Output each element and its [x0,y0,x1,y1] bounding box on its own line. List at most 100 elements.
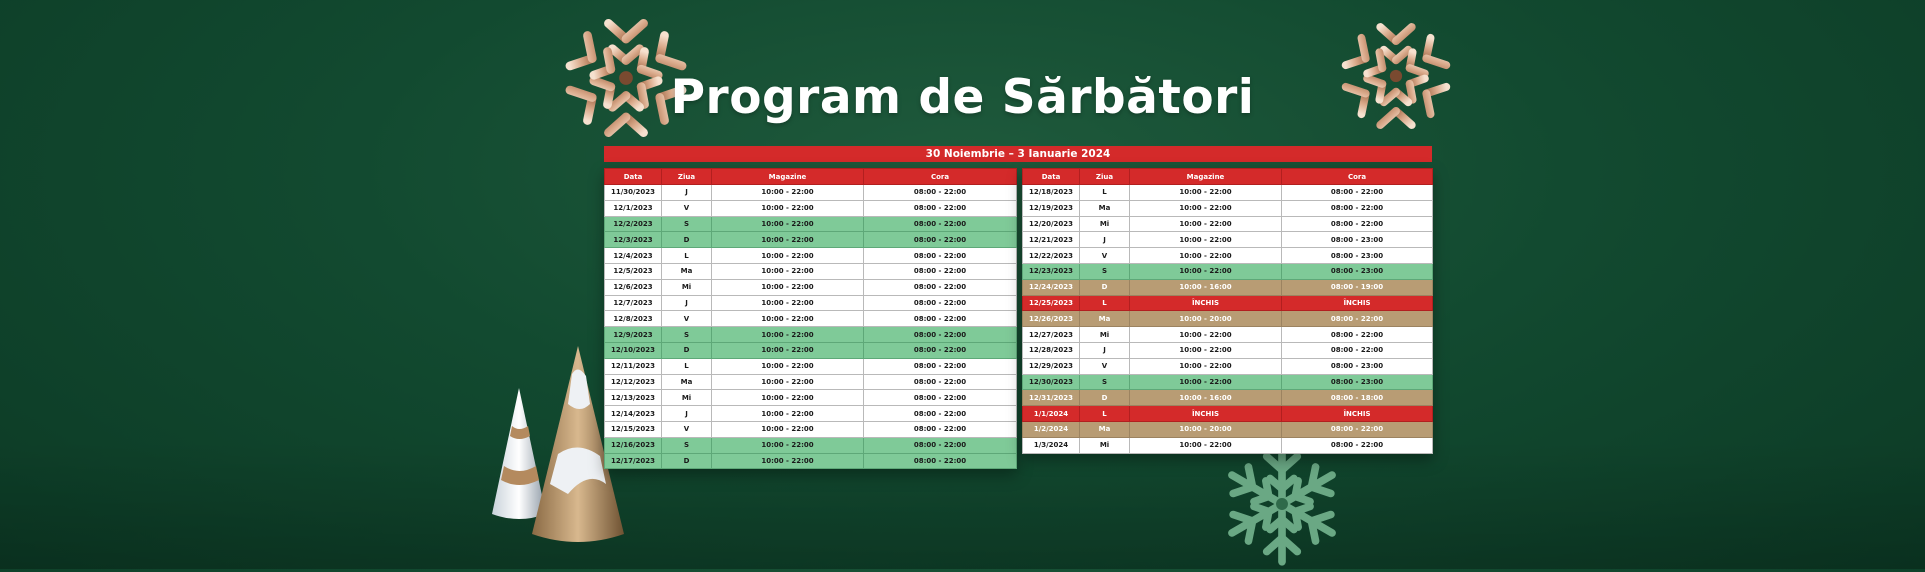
cell-day: V [661,420,712,438]
cell-day: Mi [661,389,712,407]
cell-day: J [661,294,712,312]
cell-date: 1/3/2024 [1022,436,1080,454]
table-row: 1/1/2024 L ÎNCHIS ÎNCHIS [1022,405,1433,422]
cell-magazine-hours: 10:00 - 22:00 [1129,357,1282,375]
cell-day: S [1079,262,1130,280]
cell-magazine-hours: 10:00 - 20:00 [1129,420,1282,438]
table-row: 12/26/2023 Ma 10:00 - 20:00 08:00 - 22:00 [1022,310,1433,328]
cell-cora-hours: 08:00 - 22:00 [863,420,1017,438]
cell-day: D [661,341,712,359]
cell-cora-hours: 08:00 - 23:00 [1281,373,1433,391]
schedule-table-right: Data Ziua Magazine Cora 12/18/2023 L 10:00… [1022,168,1433,454]
cell-date: 12/21/2023 [1022,231,1080,249]
cell-day: Mi [661,278,712,296]
table-row: 12/16/2023 S 10:00 - 22:00 08:00 - 22:00 [604,436,1017,454]
cell-day: S [1079,373,1130,391]
table-row: 12/13/2023 Mi 10:00 - 22:00 08:00 - 22:00 [604,389,1017,407]
cell-cora-hours: 08:00 - 22:00 [1281,184,1433,201]
cell-date: 12/20/2023 [1022,215,1080,233]
cell-magazine-hours: 10:00 - 22:00 [711,247,864,264]
cell-magazine-hours: 10:00 - 22:00 [1129,247,1282,264]
column-header-ziua: Ziua [1079,168,1130,185]
cell-cora-hours: 08:00 - 22:00 [863,231,1017,249]
cell-magazine-hours: 10:00 - 16:00 [1129,278,1282,296]
cell-magazine-hours: 10:00 - 22:00 [711,294,864,312]
cell-day: Mi [1079,436,1130,454]
column-header-ziua: Ziua [661,168,712,185]
cell-cora-hours: 08:00 - 22:00 [1281,215,1433,233]
cell-magazine-hours: 10:00 - 16:00 [1129,389,1282,407]
cell-cora-hours: ÎNCHIS [1281,405,1433,422]
cell-cora-hours: 08:00 - 22:00 [1281,420,1433,438]
cell-date: 12/5/2023 [604,262,662,280]
cell-day: S [661,436,712,454]
table-row: 12/7/2023 J 10:00 - 22:00 08:00 - 22:00 [604,294,1017,312]
cell-cora-hours: 08:00 - 22:00 [863,184,1017,201]
cell-date: 12/25/2023 [1022,294,1080,312]
table-row: 12/19/2023 Ma 10:00 - 22:00 08:00 - 22:00 [1022,199,1433,217]
cell-day: L [661,247,712,264]
table-row: 12/20/2023 Mi 10:00 - 22:00 08:00 - 22:00 [1022,215,1433,233]
cell-cora-hours: 08:00 - 22:00 [1281,310,1433,328]
cell-date: 12/26/2023 [1022,310,1080,328]
table-row: 12/22/2023 V 10:00 - 22:00 08:00 - 23:00 [1022,247,1433,264]
cell-cora-hours: 08:00 - 22:00 [863,278,1017,296]
table-row: 1/2/2024 Ma 10:00 - 20:00 08:00 - 22:00 [1022,420,1433,438]
cell-date: 12/8/2023 [604,310,662,328]
cell-day: D [1079,278,1130,296]
cell-magazine-hours: 10:00 - 22:00 [711,341,864,359]
table-header-row: Data Ziua Magazine Cora [1022,168,1433,185]
cell-date: 12/4/2023 [604,247,662,264]
cell-cora-hours: 08:00 - 22:00 [1281,436,1433,454]
cell-day: L [661,357,712,375]
cell-date: 11/30/2023 [604,184,662,201]
table-header-row: Data Ziua Magazine Cora [604,168,1017,185]
cell-day: D [661,452,712,470]
cell-date: 12/1/2023 [604,199,662,217]
schedule-table-left: Data Ziua Magazine Cora 11/30/2023 J 10:00… [604,168,1017,470]
cell-cora-hours: 08:00 - 19:00 [1281,278,1433,296]
cell-day: S [661,215,712,233]
cell-date: 12/9/2023 [604,326,662,343]
cell-magazine-hours: 10:00 - 22:00 [711,405,864,422]
cell-day: J [1079,341,1130,359]
column-header-data: Data [1022,168,1080,185]
table-row: 12/5/2023 Ma 10:00 - 22:00 08:00 - 22:00 [604,262,1017,280]
cell-magazine-hours: 10:00 - 22:00 [711,420,864,438]
cell-day: Mi [1079,215,1130,233]
cell-magazine-hours: 10:00 - 22:00 [711,436,864,454]
cell-day: V [1079,247,1130,264]
cell-date: 1/2/2024 [1022,420,1080,438]
table-row: 12/25/2023 L ÎNCHIS ÎNCHIS [1022,294,1433,312]
cell-date: 12/18/2023 [1022,184,1080,201]
cell-magazine-hours: 10:00 - 22:00 [1129,436,1282,454]
cell-date: 12/31/2023 [1022,389,1080,407]
cell-magazine-hours: 10:00 - 22:00 [1129,262,1282,280]
cell-cora-hours: 08:00 - 22:00 [863,357,1017,375]
cell-magazine-hours: ÎNCHIS [1129,405,1282,422]
cell-day: J [1079,231,1130,249]
cell-day: Ma [1079,310,1130,328]
cell-day: V [1079,357,1130,375]
cell-date: 12/2/2023 [604,215,662,233]
cell-cora-hours: 08:00 - 18:00 [1281,389,1433,407]
cell-date: 12/29/2023 [1022,357,1080,375]
cell-magazine-hours: 10:00 - 22:00 [1129,341,1282,359]
cell-date: 12/13/2023 [604,389,662,407]
cell-magazine-hours: 10:00 - 22:00 [711,310,864,328]
cell-cora-hours: 08:00 - 22:00 [863,341,1017,359]
table-row: 12/9/2023 S 10:00 - 22:00 08:00 - 22:00 [604,326,1017,343]
cell-date: 12/19/2023 [1022,199,1080,217]
table-row: 12/1/2023 V 10:00 - 22:00 08:00 - 22:00 [604,199,1017,217]
table-row: 12/21/2023 J 10:00 - 22:00 08:00 - 23:00 [1022,231,1433,249]
cell-cora-hours: 08:00 - 22:00 [863,247,1017,264]
cell-date: 12/3/2023 [604,231,662,249]
cell-cora-hours: 08:00 - 23:00 [1281,262,1433,280]
cell-day: S [661,326,712,343]
table-row: 1/3/2024 Mi 10:00 - 22:00 08:00 - 22:00 [1022,436,1433,454]
cell-magazine-hours: ÎNCHIS [1129,294,1282,312]
column-header-magazine: Magazine [711,168,864,185]
cell-cora-hours: 08:00 - 22:00 [863,199,1017,217]
cell-magazine-hours: 10:00 - 22:00 [711,278,864,296]
table-row: 12/11/2023 L 10:00 - 22:00 08:00 - 22:00 [604,357,1017,375]
